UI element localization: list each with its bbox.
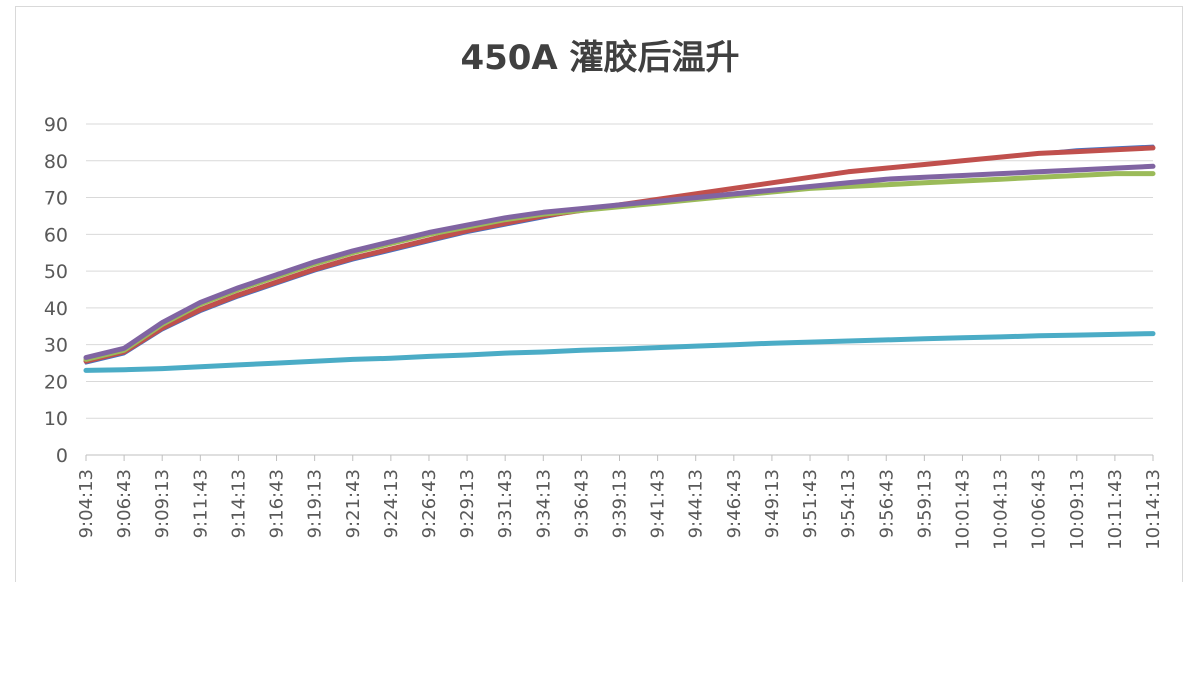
y-tick-label: 50 xyxy=(44,261,68,283)
x-tick-label: 9:41:43 xyxy=(648,469,669,538)
x-tick-label: 9:51:43 xyxy=(800,469,821,538)
y-tick-label: 30 xyxy=(44,335,68,357)
x-tick-label: 9:11:43 xyxy=(190,469,211,538)
x-tick-label: 9:59:13 xyxy=(914,469,935,538)
y-tick-label: 10 xyxy=(44,408,68,430)
x-tick-label: 9:14:13 xyxy=(228,469,249,538)
y-tick-label: 60 xyxy=(44,224,68,246)
x-tick-label: 9:46:43 xyxy=(724,469,745,538)
x-tick-label: 9:16:43 xyxy=(267,469,288,538)
x-tick-label: 9:39:13 xyxy=(610,469,631,538)
x-tick-label: 10:14:13 xyxy=(1143,469,1164,550)
x-tick-label: 9:34:13 xyxy=(533,469,554,538)
x-tick-label: 9:29:13 xyxy=(457,469,478,538)
x-tick-label: 10:04:13 xyxy=(991,469,1012,550)
x-tick-label: 9:49:13 xyxy=(762,469,783,538)
x-tick-label: 9:06:43 xyxy=(114,469,135,538)
x-axis: 9:04:13 9:06:43 9:09:13 9:11:43 9:14:13 9:16:… xyxy=(76,454,1164,550)
y-tick-label: 80 xyxy=(44,151,68,173)
y-tick-label: 70 xyxy=(44,188,68,210)
y-tick-label: 0 xyxy=(56,445,68,467)
chart-title: 450A 灌胶后温升 xyxy=(460,38,740,78)
x-tick-label: 9:09:13 xyxy=(152,469,173,538)
series-line-5 xyxy=(83,331,1156,373)
y-tick-label: 40 xyxy=(44,298,68,320)
x-tick-label: 9:54:13 xyxy=(838,469,859,538)
x-tick-label: 10:11:43 xyxy=(1105,469,1126,550)
x-tick-label: 9:56:43 xyxy=(876,469,897,538)
x-tick-label: 10:09:13 xyxy=(1067,469,1088,550)
gridlines xyxy=(86,123,1153,419)
series-line-4 xyxy=(83,163,1156,360)
y-axis-ticks: 0 10 20 30 40 50 60 70 80 90 xyxy=(44,114,68,467)
series-line-3 xyxy=(83,171,1156,362)
x-tick-label: 9:21:43 xyxy=(343,469,364,538)
chart-frame xyxy=(15,6,1183,582)
x-tick-label: 9:44:13 xyxy=(686,469,707,538)
x-tick-label: 9:19:13 xyxy=(305,469,326,538)
x-tick-label: 9:26:43 xyxy=(419,469,440,538)
x-tick-label: 10:06:43 xyxy=(1029,469,1050,550)
x-tick-label: 9:24:13 xyxy=(381,469,402,538)
y-tick-label: 20 xyxy=(44,371,68,393)
x-tick-label: 10:01:43 xyxy=(952,469,973,550)
y-tick-label: 90 xyxy=(44,114,68,136)
series-lines xyxy=(83,144,1156,373)
x-tick-label: 9:31:43 xyxy=(495,469,516,538)
x-tick-label: 9:36:43 xyxy=(571,469,592,538)
x-tick-label: 9:04:13 xyxy=(76,469,97,538)
